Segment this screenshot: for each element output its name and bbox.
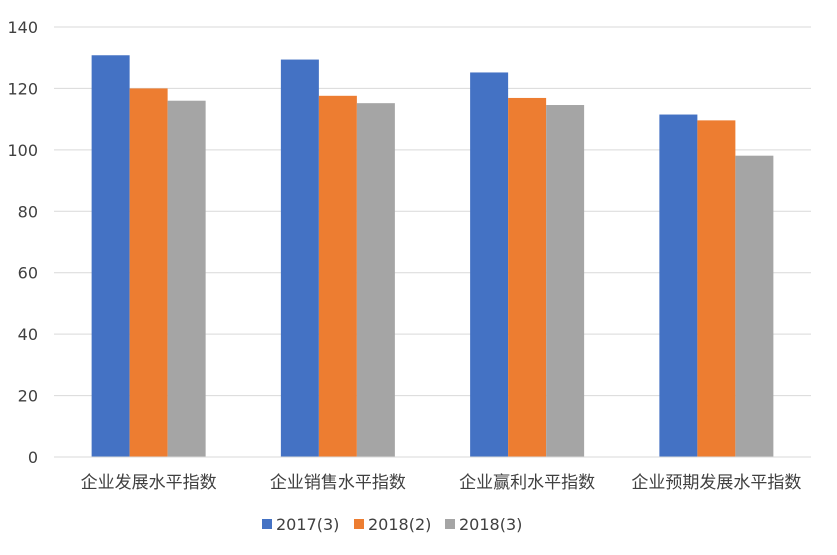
x-tick-label: 企业赢利水平指数 bbox=[459, 473, 595, 493]
bar-2018(3)-3 bbox=[735, 155, 774, 457]
y-axis-ticks: 0 20 40 60 80 100 120 140 bbox=[7, 18, 38, 467]
y-tick-label: 60 bbox=[18, 264, 38, 283]
bar-2018(2)-1 bbox=[318, 95, 357, 458]
y-tick-label: 40 bbox=[18, 325, 38, 344]
y-tick-label: 80 bbox=[18, 202, 38, 221]
bar-2017(3)-2 bbox=[470, 72, 509, 457]
legend-label: 2017(3) bbox=[276, 515, 339, 534]
bar-2018(3)-2 bbox=[546, 105, 585, 457]
y-tick-label: 20 bbox=[18, 387, 38, 406]
legend-label: 2018(2) bbox=[368, 515, 431, 534]
bar-2017(3)-3 bbox=[659, 114, 698, 458]
bar-2018(3)-0 bbox=[167, 100, 206, 457]
bar-2017(3)-0 bbox=[91, 55, 130, 457]
bar-2018(2)-3 bbox=[697, 120, 736, 457]
x-tick-label: 企业销售水平指数 bbox=[270, 473, 406, 493]
x-tick-label: 企业预期发展水平指数 bbox=[631, 473, 801, 493]
legend-swatch bbox=[354, 519, 364, 529]
y-tick-label: 140 bbox=[7, 18, 38, 37]
legend-label: 2018(3) bbox=[459, 515, 522, 534]
bar-2017(3)-1 bbox=[280, 59, 319, 458]
y-tick-label: 0 bbox=[28, 448, 38, 467]
legend-swatch bbox=[262, 519, 272, 529]
x-axis-ticks: 企业发展水平指数 企业销售水平指数 企业赢利水平指数 企业预期发展水平指数 bbox=[81, 473, 802, 493]
bar-2018(2)-0 bbox=[129, 88, 168, 457]
y-tick-label: 100 bbox=[7, 141, 38, 160]
legend-swatch bbox=[445, 519, 455, 529]
bars bbox=[91, 55, 774, 458]
legend: 2017(3) 2018(2) 2018(3) bbox=[262, 515, 522, 534]
x-tick-label: 企业发展水平指数 bbox=[81, 473, 217, 493]
bar-2018(2)-2 bbox=[508, 97, 547, 457]
bar-2018(3)-1 bbox=[356, 103, 395, 458]
y-tick-label: 120 bbox=[7, 79, 38, 98]
